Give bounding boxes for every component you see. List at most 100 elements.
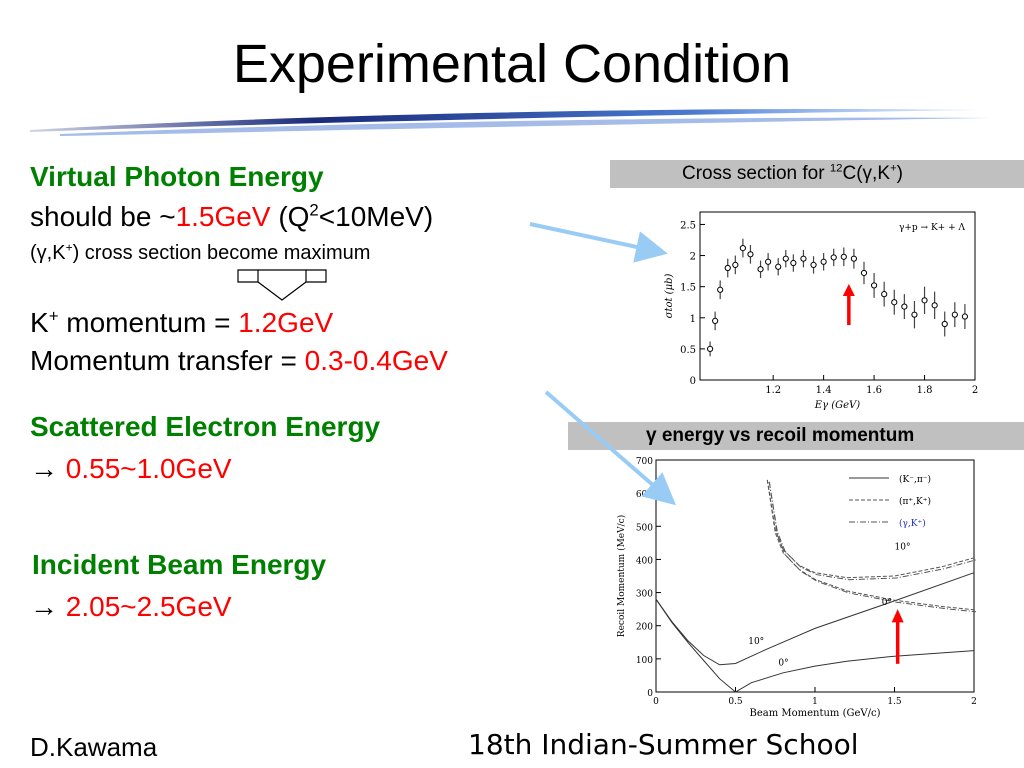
panel-label-mid: C(γ,K <box>842 163 891 184</box>
recoil-panel-label-text: γ energy vs recoil momentum <box>646 425 915 446</box>
data-point <box>830 254 837 261</box>
data-point <box>881 291 888 298</box>
data-point <box>747 251 754 258</box>
red-marker-arrowhead <box>842 284 855 296</box>
data-point <box>870 282 878 289</box>
series-line-gamma-0° <box>768 481 977 613</box>
curve-annotation: 0° <box>778 658 788 668</box>
data-point <box>765 258 772 265</box>
panel-label-prefix: Cross section for <box>682 163 830 184</box>
k-sup: + <box>48 306 59 326</box>
x-tick-label: 1.8 <box>917 385 933 396</box>
data-point <box>810 261 817 268</box>
data-point <box>901 303 908 310</box>
data-point <box>782 255 789 262</box>
x-tick-label: 1 <box>812 697 818 707</box>
incident-beam-heading: Incident Beam Energy <box>32 549 327 580</box>
y-tick-label: 2.5 <box>680 220 696 231</box>
curve-annotation: 10° <box>895 542 911 552</box>
data-point <box>790 259 797 267</box>
y-tick-label: 0 <box>647 689 653 699</box>
data-point <box>775 263 782 270</box>
recoil-panel-label: γ energy vs recoil momentum <box>568 422 1024 450</box>
virtual-photon-heading: Virtual Photon Energy <box>30 161 324 192</box>
cross-prefix: (γ,K <box>30 242 66 264</box>
panel-label-sup2: + <box>890 162 897 175</box>
pointer-arrow-top <box>529 222 668 263</box>
y-tick-label: 300 <box>636 590 653 600</box>
data-point <box>931 302 938 309</box>
y-tick-label: 1.5 <box>680 283 696 294</box>
k-symbol: K <box>30 307 49 338</box>
data-point <box>951 311 958 318</box>
data-point <box>706 345 714 352</box>
data-point <box>820 258 827 265</box>
legend-entry: (K⁻,π⁻) <box>899 474 931 485</box>
q2-exponent: 2 <box>309 200 319 220</box>
data-point <box>732 261 739 268</box>
data-point <box>961 313 969 320</box>
data-point <box>739 244 746 252</box>
series-line-gamma-10° <box>768 481 977 581</box>
series-line-0° <box>766 479 975 611</box>
momentum-transfer-value: 0.3-0.4GeV <box>304 345 448 376</box>
curve-annotation: 0° <box>882 598 892 608</box>
incident-beam-value: 2.05~2.5GeV <box>65 591 232 622</box>
data-point <box>941 320 948 328</box>
virtual-photon-prefix: should be ~ <box>30 201 176 232</box>
legend-entry: (γ,K⁺) <box>899 518 926 529</box>
x-axis-label: Beam Momentum (GeV/c) <box>749 708 880 719</box>
cross-sup: + <box>65 240 73 255</box>
recoil-momentum-chart: 0 100 200 300 400 500 600 700 0 0.5 1 1.5 2 Beam Mome… <box>616 457 977 719</box>
down-arrow-icon <box>237 269 327 301</box>
x-tick-label: 1.4 <box>816 385 832 396</box>
y-tick-label: 400 <box>636 556 653 566</box>
panel-label-sup1: 12 <box>829 162 843 175</box>
y-axis-label: Recoil Momentum (MeV/c) <box>616 515 627 637</box>
x-axis-label: Eγ (GeV) <box>814 400 860 411</box>
x-tick-label: 1.6 <box>866 385 882 396</box>
data-point <box>712 317 719 324</box>
data-point <box>911 311 918 318</box>
y-tick-label: 2 <box>690 252 696 263</box>
x-tick-label: 0.5 <box>728 697 743 707</box>
y-tick-label: 100 <box>636 656 653 666</box>
plot-frame <box>655 459 975 693</box>
curve-annotation: 10° <box>748 637 764 647</box>
data-point <box>800 255 807 262</box>
data-point <box>717 286 724 293</box>
arrow-symbol: → <box>30 591 66 622</box>
k-momentum-label: momentum = <box>58 307 239 338</box>
y-tick-label: 0.5 <box>680 345 696 356</box>
data-point <box>860 269 868 277</box>
x-tick-label: 2 <box>972 385 978 396</box>
x-tick-label: 1.2 <box>765 385 781 396</box>
legend-entry: (π⁺,K⁺) <box>899 496 931 507</box>
incident-beam-line: → 2.05~2.5GeV <box>30 590 232 624</box>
y-tick-label: 1 <box>690 314 696 325</box>
series-line-0° <box>655 598 975 693</box>
series-line-10° <box>766 479 975 579</box>
y-tick-label: 600 <box>636 490 653 500</box>
red-marker-arrowhead <box>891 609 904 623</box>
cross-section-chart: 0 0.5 1 1.5 2 2.5 1.2 1.4 1.6 1.8 2 Eγ (GeV) σtot (μ… <box>664 211 978 411</box>
footer-author: D.Kawama <box>30 732 158 762</box>
scattered-electron-line: → 0.55~1.0GeV <box>30 452 232 486</box>
cross-section-note: (γ,K+) cross section become maximum <box>30 241 370 265</box>
momentum-transfer-line: Momentum transfer = 0.3-0.4GeV <box>30 344 448 378</box>
data-point <box>850 255 857 262</box>
k-momentum-value: 1.2GeV <box>238 307 334 338</box>
footer-event: 18th Indian-Summer School <box>468 728 859 761</box>
q2-open: (Q <box>278 201 310 232</box>
title-underline-swoosh <box>30 108 990 136</box>
virtual-photon-energy: 1.5GeV <box>175 201 271 232</box>
y-tick-label: 200 <box>636 623 653 633</box>
q2-rest: <10MeV) <box>318 201 434 232</box>
y-tick-label: 700 <box>636 457 653 467</box>
x-tick-label: 0 <box>653 697 659 707</box>
k-momentum-line: K+ momentum = 1.2GeV <box>30 306 333 340</box>
panel-label-text: Cross section for 12C(γ,K+) <box>610 163 903 184</box>
panel-label-end: ) <box>896 163 903 184</box>
arrow-symbol: → <box>30 453 66 484</box>
virtual-photon-line: should be ~1.5GeV (Q2<10MeV) <box>30 200 433 234</box>
